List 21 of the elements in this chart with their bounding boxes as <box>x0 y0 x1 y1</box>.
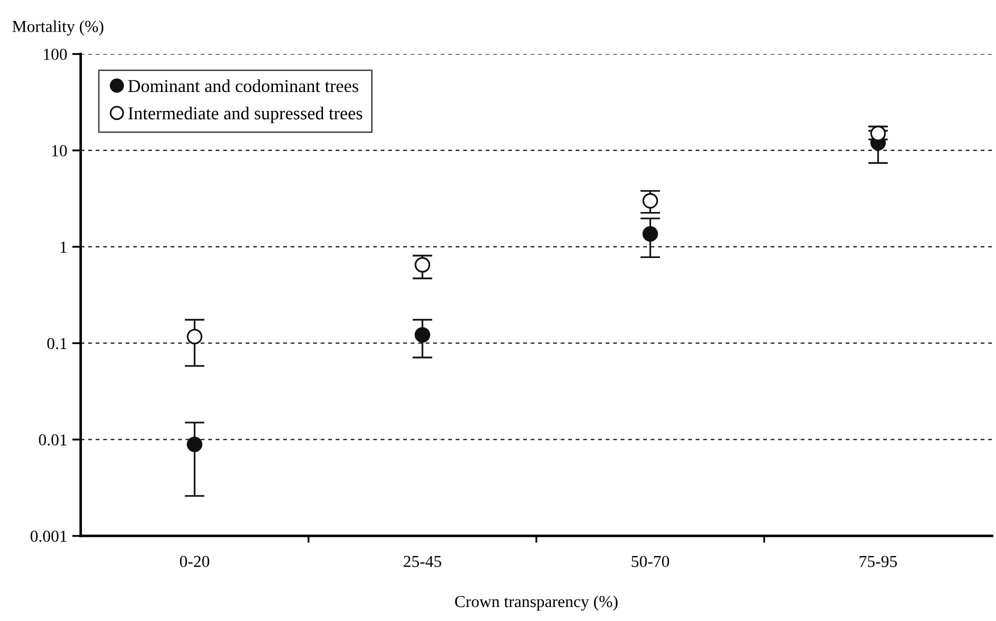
point <box>186 436 202 452</box>
legend-label: Dominant and codominant trees <box>128 79 358 92</box>
y-axis-title: Mortality (%) <box>12 20 104 36</box>
y-tick-label: 100 <box>44 48 67 60</box>
point <box>642 226 658 242</box>
y-tick-label: 10 <box>52 145 67 156</box>
point <box>642 193 658 209</box>
x-tick-label: 75-95 <box>860 556 897 568</box>
point <box>186 328 202 344</box>
x-tick-label: 0-20 <box>180 556 210 568</box>
y-tick-label: 0.001 <box>30 530 66 542</box>
x-tick-label: 50-70 <box>632 556 670 568</box>
point <box>414 327 430 343</box>
x-tick-label: 25-45 <box>404 556 442 568</box>
point <box>870 126 886 142</box>
point <box>414 257 430 273</box>
legend-label: Intermediate and supressed trees <box>128 106 362 124</box>
x-axis-title: Crown transparency (%) <box>455 595 618 611</box>
y-tick-label: 0.1 <box>47 338 66 350</box>
y-tick-label: 0.01 <box>38 434 66 446</box>
y-tick-label: 1 <box>60 242 66 253</box>
